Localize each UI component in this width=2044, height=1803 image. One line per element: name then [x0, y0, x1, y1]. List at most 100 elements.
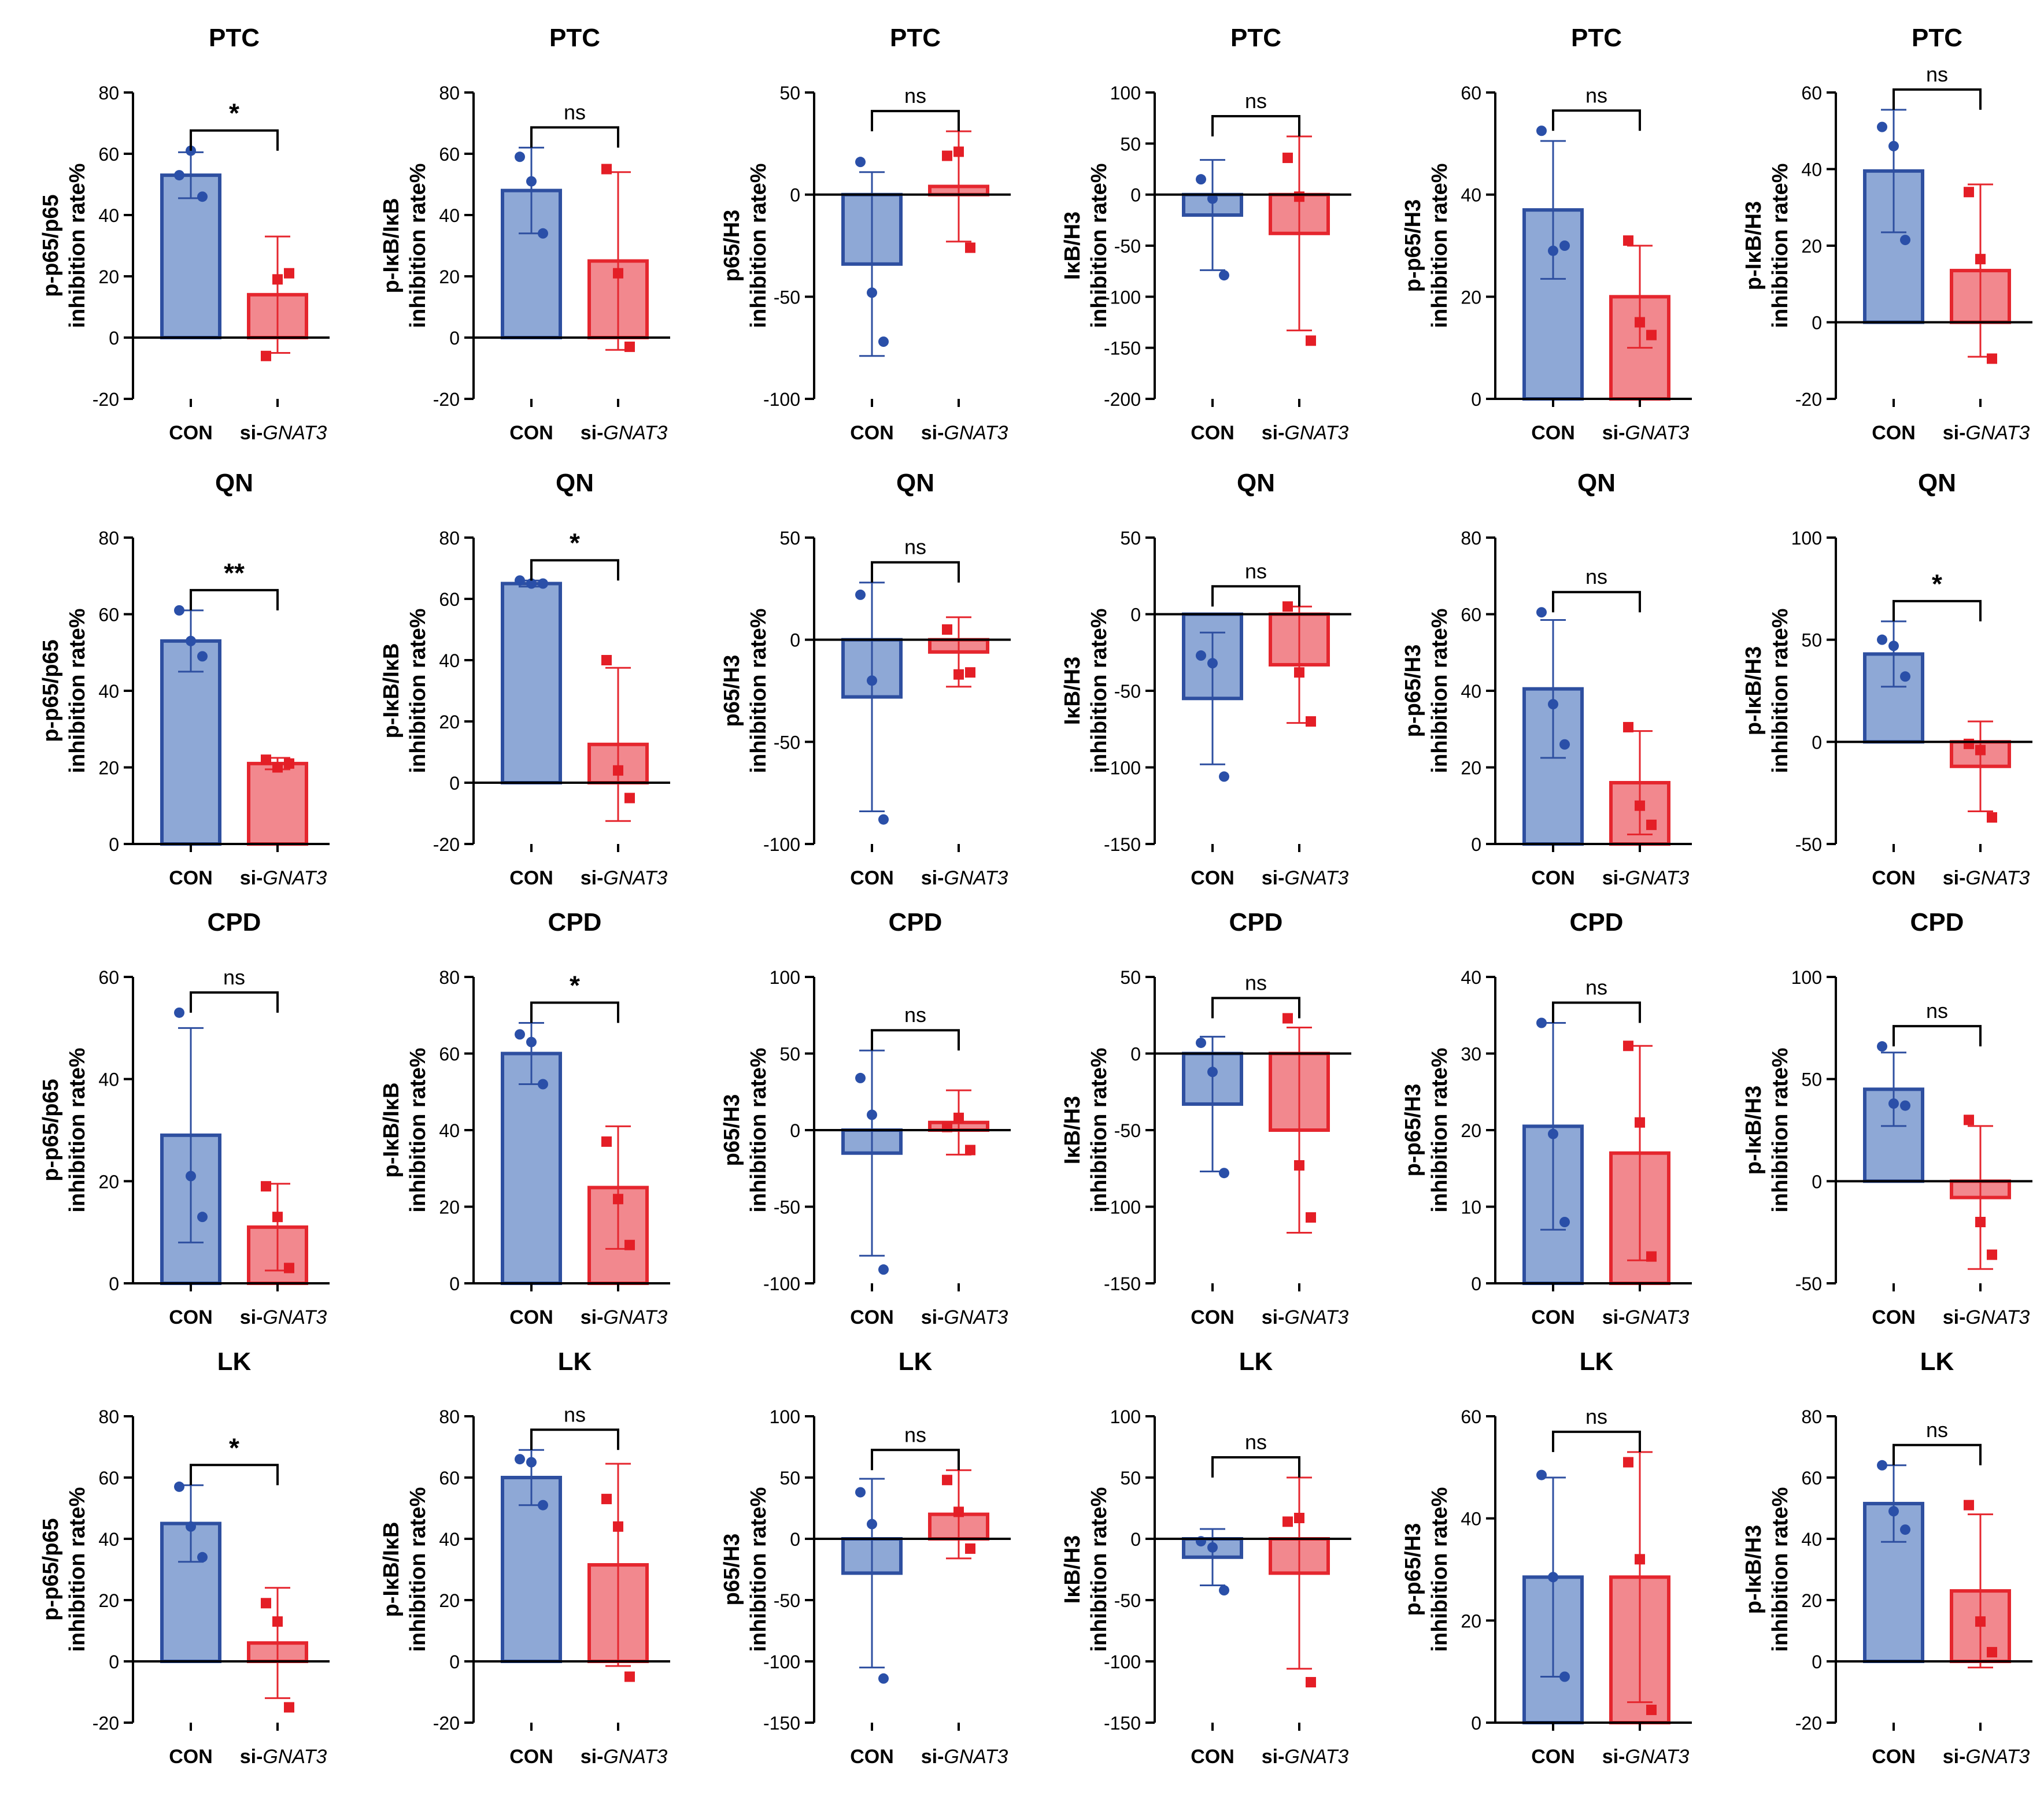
category-label-con: CON: [169, 867, 213, 889]
chart-title: LK: [1239, 1347, 1273, 1376]
y-axis-label: p-IκB/IκB inhibition rate%: [379, 609, 430, 773]
significance-label: ns: [1245, 971, 1267, 995]
data-point: [1900, 1524, 1910, 1535]
y-tick-label: 80: [1461, 528, 1481, 549]
category-label-gene: GNAT3: [603, 1746, 667, 1768]
y-axis-label-line: inhibition rate%: [65, 1487, 90, 1652]
significance-label: ns: [1926, 1418, 1948, 1442]
y-axis-label-line: p65/H3: [720, 1094, 744, 1167]
y-tick-label: 20: [439, 1197, 460, 1218]
y-axis-label-line: p-p65/p65: [39, 1079, 63, 1181]
data-point: [1207, 1542, 1218, 1553]
category-label-gene: GNAT3: [263, 1746, 327, 1768]
chart-title: LK: [1580, 1347, 1614, 1376]
category-label-si: si-GNAT3: [240, 867, 327, 889]
y-axis-label: p-p65/H3 inhibition rate%: [1401, 1487, 1452, 1652]
y-axis-label: p-IκB/H3 inhibition rate%: [1742, 164, 1792, 328]
data-point: [1888, 140, 1899, 151]
data-point: [1219, 1585, 1229, 1596]
bar-con: [160, 173, 221, 339]
category-label-gene: GNAT3: [263, 867, 327, 889]
y-tick-label: 50: [779, 83, 800, 103]
category-label-gene: GNAT3: [944, 422, 1008, 444]
chart-panel: CPD p65/H3 inhibition rate% -100 -50 0 50 100 ns…: [720, 908, 1011, 1328]
chart-panel: PTC p-p65/p65 inhibition rate% -20 0 20 40 60 80…: [39, 24, 330, 444]
data-point: [965, 667, 975, 678]
y-tick-label: 40: [1461, 681, 1481, 702]
y-tick-label: -200: [1104, 389, 1141, 410]
y-axis-label-line: inhibition rate%: [1087, 1487, 1111, 1652]
chart-panel: LK IκB/H3 inhibition rate% -150 -100 -50 0 50 10…: [1060, 1347, 1351, 1768]
category-label-gene: GNAT3: [263, 1306, 327, 1328]
y-axis-label: IκB/H3 inhibition rate%: [1060, 1487, 1111, 1652]
chart-panel: LK p65/H3 inhibition rate% -150 -100 -50 0 50 10…: [720, 1347, 1011, 1768]
data-point: [261, 754, 271, 765]
significance-bracket: [1552, 1001, 1641, 1023]
y-tick-label: 40: [98, 1529, 119, 1550]
category-label-con: CON: [1531, 1746, 1575, 1768]
data-point: [1196, 174, 1206, 185]
data-point: [1877, 1460, 1887, 1471]
data-point: [1623, 1457, 1633, 1468]
y-axis-label: p-IκB/H3 inhibition rate%: [1742, 609, 1792, 773]
data-point: [186, 1171, 196, 1182]
data-point: [613, 1521, 623, 1532]
y-tick-label: 50: [1801, 630, 1822, 651]
y-tick-label: 20: [439, 1590, 460, 1611]
data-point: [1900, 671, 1910, 682]
y-tick-label: 50: [779, 528, 800, 549]
y-axis-label: p-IκB/IκB inhibition rate%: [379, 1487, 430, 1652]
data-point: [261, 1181, 271, 1192]
y-tick-label: -100: [1104, 287, 1141, 308]
y-axis-label-line: inhibition rate%: [1087, 1048, 1111, 1213]
significance-label: ns: [223, 965, 245, 989]
data-point: [1548, 1128, 1558, 1139]
data-point: [284, 1263, 294, 1273]
y-tick-label: 80: [439, 83, 460, 103]
category-label-gene: GNAT3: [944, 1746, 1008, 1768]
y-axis-label: IκB/H3 inhibition rate%: [1060, 1048, 1111, 1213]
data-point: [1536, 607, 1547, 618]
y-tick-label: 0: [1471, 1273, 1481, 1294]
y-tick-label: 0: [1812, 1171, 1822, 1192]
category-label-gene: GNAT3: [944, 1306, 1008, 1328]
y-tick-label: -150: [1104, 338, 1141, 359]
bar-con: [501, 1476, 562, 1663]
data-point: [601, 164, 612, 175]
y-tick-label: 0: [1471, 1713, 1481, 1734]
category-label-gene: GNAT3: [1965, 422, 2030, 444]
data-point: [1196, 650, 1206, 661]
data-point: [1282, 1516, 1293, 1527]
y-tick-label: -20: [433, 834, 460, 855]
bar-si: [247, 761, 308, 846]
category-label-prefix: si-: [1943, 422, 1966, 444]
y-tick-label: 20: [98, 1171, 119, 1192]
category-label-prefix: si-: [1262, 867, 1285, 889]
y-tick-label: -100: [1104, 1197, 1141, 1218]
significance-bracket: [1552, 591, 1641, 613]
y-tick-label: 50: [1120, 134, 1141, 154]
significance-label: ns: [904, 1003, 926, 1027]
y-axis-label-line: inhibition rate%: [1428, 164, 1452, 328]
category-label-si: si-GNAT3: [1602, 867, 1690, 889]
y-tick-label: 20: [98, 758, 119, 779]
bar-con: [501, 582, 562, 784]
data-point: [1559, 1217, 1570, 1227]
data-point: [965, 1543, 975, 1554]
data-point: [1548, 1572, 1558, 1583]
y-axis-label-line: inhibition rate%: [406, 164, 430, 328]
data-point: [515, 151, 525, 162]
category-label-gene: GNAT3: [1625, 1746, 1689, 1768]
category-label-gene: GNAT3: [944, 867, 1008, 889]
y-axis-label: p-IκB/H3 inhibition rate%: [1742, 1048, 1792, 1213]
significance-label: ns: [1585, 565, 1607, 588]
data-point: [624, 341, 635, 352]
data-point: [855, 157, 866, 168]
data-point: [601, 655, 612, 665]
data-point: [1294, 1160, 1304, 1171]
y-axis-label-line: inhibition rate%: [406, 609, 430, 773]
data-point: [1294, 191, 1304, 202]
category-label-prefix: si-: [240, 1746, 263, 1768]
category-label-si: si-GNAT3: [1943, 422, 2030, 444]
